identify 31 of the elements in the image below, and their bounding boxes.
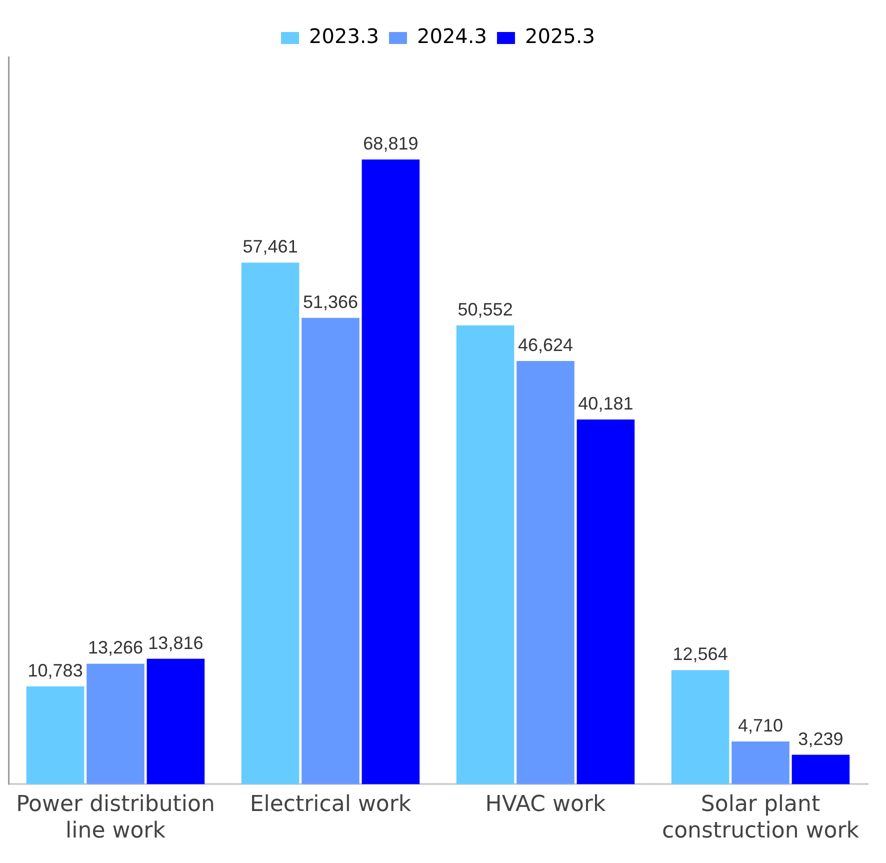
bar xyxy=(456,325,514,784)
legend-label: 2025.3 xyxy=(524,24,595,48)
bar xyxy=(732,741,790,784)
x-tick-label: Electrical work xyxy=(250,792,412,818)
bar xyxy=(792,754,850,784)
x-tick-label: Solar plant construction work xyxy=(662,792,860,844)
bar xyxy=(302,318,360,784)
data-label: 13,816 xyxy=(148,632,204,653)
bar xyxy=(671,670,730,784)
data-label: 51,366 xyxy=(302,292,358,312)
bar xyxy=(26,686,84,784)
bar xyxy=(516,360,574,784)
data-label: 10,783 xyxy=(28,660,83,680)
bar xyxy=(362,159,420,784)
data-label: 57,461 xyxy=(242,236,298,257)
data-label: 68,819 xyxy=(363,133,418,154)
data-label: 3,239 xyxy=(798,728,844,749)
bar xyxy=(241,262,300,784)
data-label: 4,710 xyxy=(738,715,784,736)
x-tick-label: HVAC work xyxy=(485,792,606,818)
data-label: 40,181 xyxy=(578,393,634,414)
bar xyxy=(576,419,635,784)
data-label: 46,624 xyxy=(518,334,574,355)
x-tick-label: Power distribution line work xyxy=(16,792,215,844)
data-label: 50,552 xyxy=(458,299,513,320)
bar xyxy=(146,658,205,784)
bar xyxy=(86,664,144,784)
data-label: 13,266 xyxy=(88,638,144,658)
legend-label: 2023.3 xyxy=(309,24,380,48)
data-label: 12,564 xyxy=(672,644,728,664)
legend-label: 2024.3 xyxy=(417,24,487,48)
